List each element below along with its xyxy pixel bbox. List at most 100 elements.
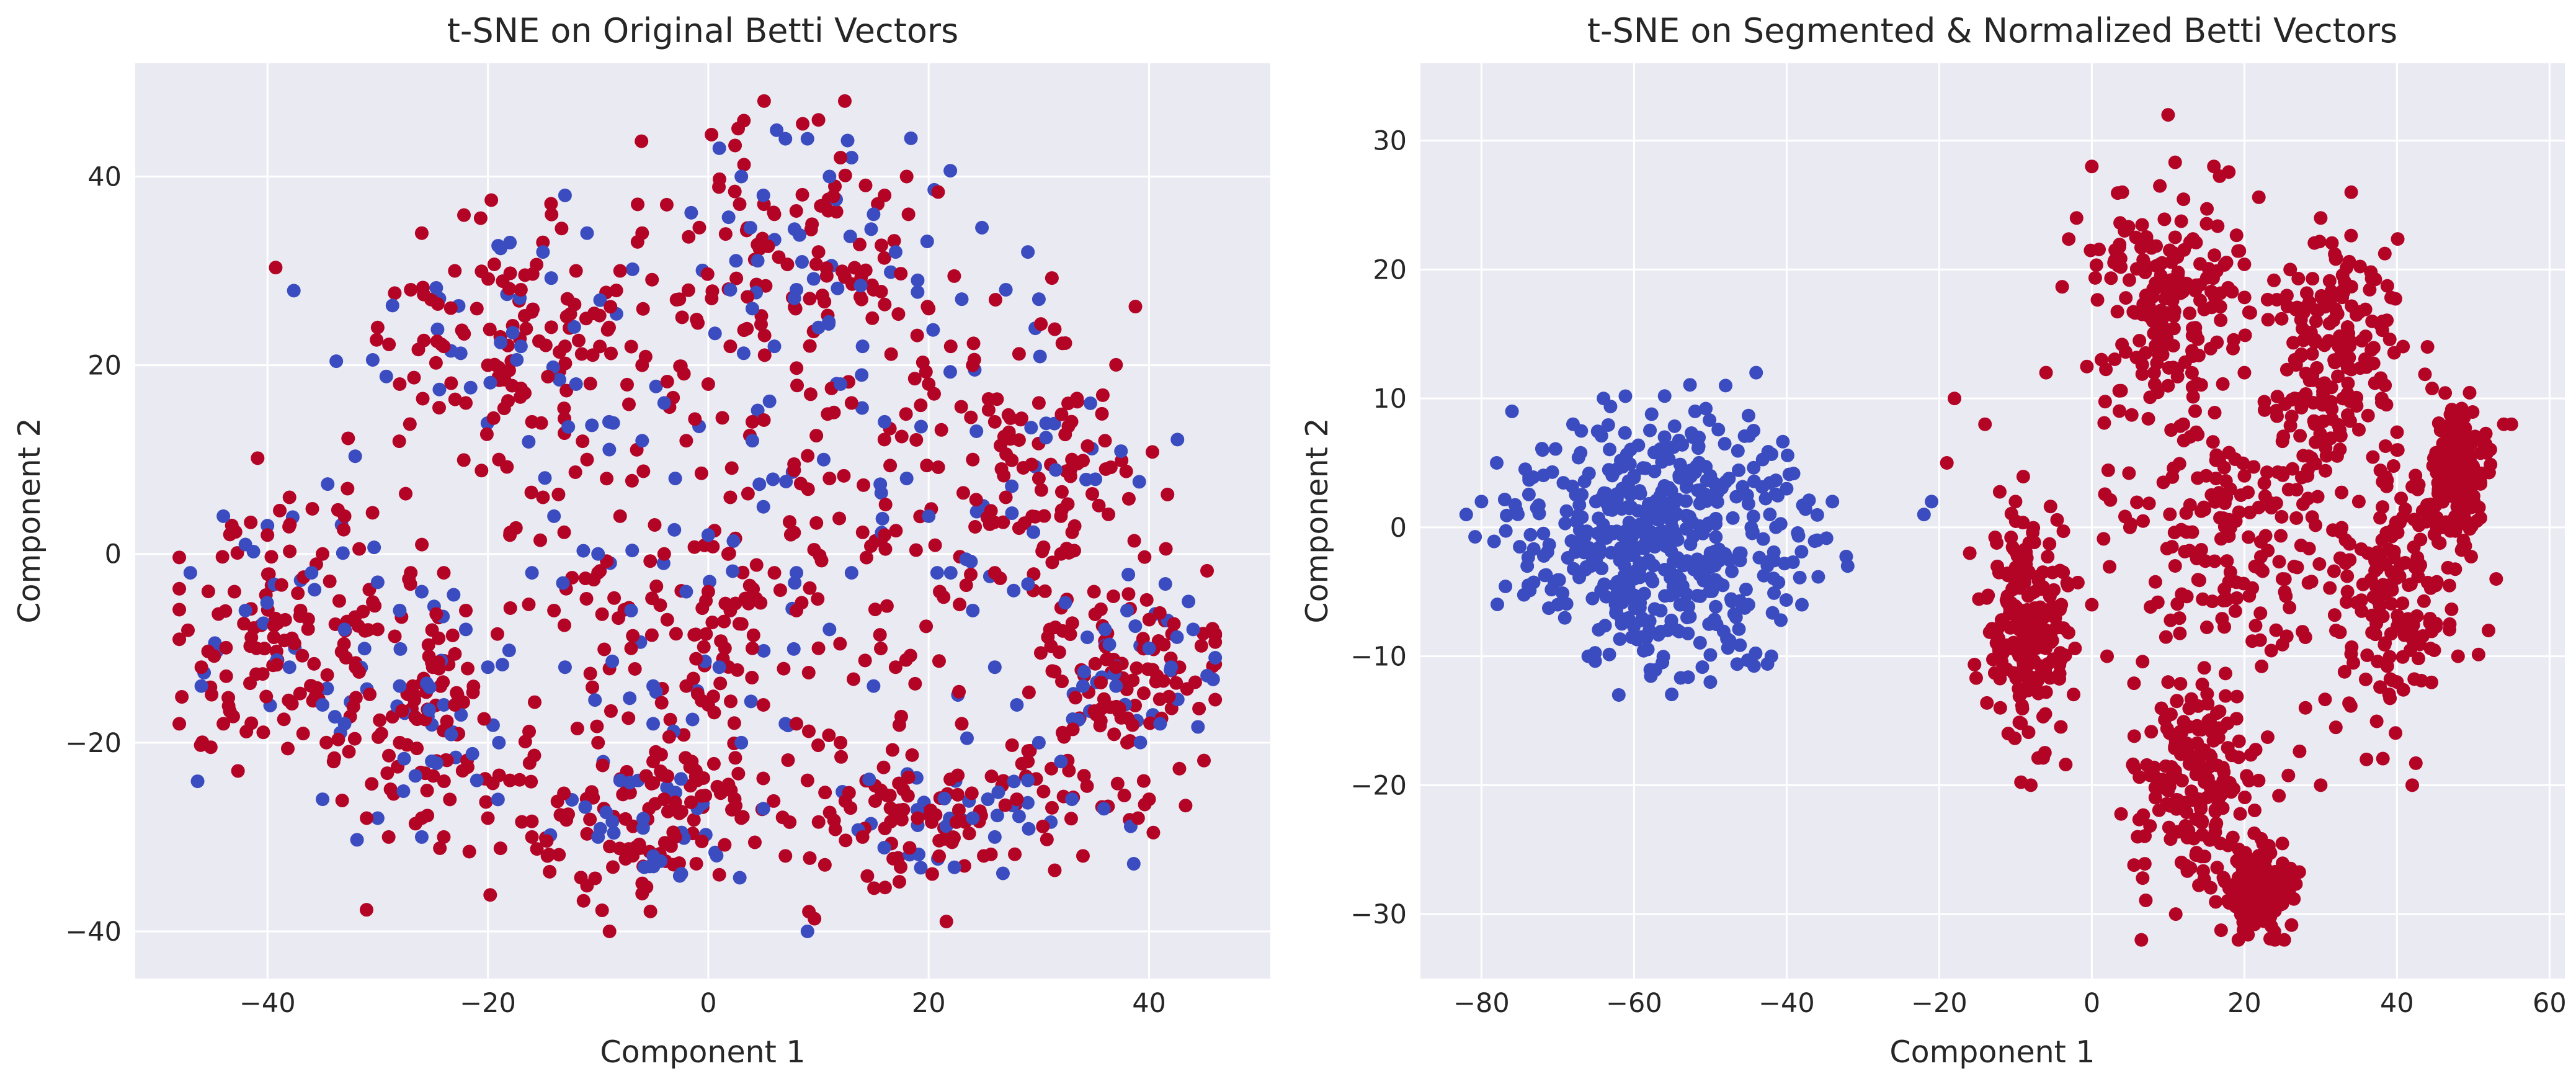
point-class-b (2182, 823, 2196, 838)
point-class-b (2306, 272, 2320, 286)
point-class-b (1978, 417, 1992, 431)
point-class-b (916, 356, 930, 370)
point-class-b (2276, 466, 2290, 480)
point-class-b (966, 336, 981, 351)
point-class-b (264, 550, 279, 564)
point-class-b (1110, 776, 1125, 791)
point-class-b (2275, 836, 2289, 851)
point-class-a (1780, 482, 1794, 496)
point-class-b (884, 347, 898, 361)
point-class-b (757, 413, 771, 428)
point-class-b (2199, 620, 2214, 634)
point-class-b (1992, 485, 2007, 499)
point-class-b (2217, 460, 2231, 475)
point-class-b (780, 258, 795, 272)
point-class-b (2122, 273, 2136, 287)
point-class-b (555, 222, 569, 236)
point-class-a (1786, 555, 1800, 569)
point-class-a (538, 471, 552, 485)
point-class-b (1025, 457, 1039, 472)
point-class-b (2237, 468, 2252, 483)
point-class-b (475, 464, 489, 478)
point-class-a (708, 845, 722, 859)
point-class-a (1005, 506, 1019, 521)
point-class-b (2252, 872, 2266, 887)
point-class-a (1572, 570, 1587, 585)
point-class-b (1109, 357, 1123, 372)
point-class-a (751, 254, 765, 268)
point-class-b (1162, 689, 1176, 704)
point-class-b (2229, 228, 2244, 243)
point-class-b (860, 869, 875, 883)
point-class-a (1675, 437, 1690, 452)
point-class-b (631, 197, 645, 212)
point-class-b (2152, 803, 2166, 817)
point-class-b (957, 859, 971, 873)
point-class-b (981, 403, 996, 417)
point-class-b (644, 628, 659, 642)
point-class-b (999, 490, 1013, 504)
point-class-b (2183, 498, 2197, 512)
x-tick-label: −40 (1758, 988, 1815, 1019)
point-class-b (503, 528, 517, 542)
point-class-b (2380, 659, 2394, 673)
point-class-b (767, 207, 782, 222)
point-class-a (1786, 467, 1801, 481)
point-class-b (844, 396, 858, 410)
point-class-b (561, 807, 575, 822)
point-class-a (1618, 426, 1632, 440)
point-class-a (183, 566, 197, 580)
point-class-b (2391, 609, 2405, 623)
point-class-a (726, 564, 740, 578)
point-class-a (1647, 446, 1661, 460)
point-class-b (2052, 621, 2066, 635)
point-class-b (828, 822, 842, 836)
point-class-b (1138, 550, 1152, 564)
point-class-b (2328, 247, 2342, 261)
point-class-b (2258, 529, 2273, 543)
point-class-b (2208, 804, 2222, 818)
point-class-b (800, 773, 814, 787)
point-class-b (544, 320, 558, 334)
point-class-a (702, 575, 716, 589)
point-class-b (783, 815, 797, 830)
x-tick-label: −40 (239, 988, 296, 1019)
point-class-b (2325, 236, 2339, 250)
point-class-b (1208, 692, 1223, 707)
point-class-b (2271, 868, 2285, 882)
point-class-a (660, 781, 674, 795)
point-class-b (732, 617, 746, 631)
point-class-a (1545, 465, 1559, 479)
point-class-b (712, 867, 726, 882)
point-class-a (1793, 570, 1807, 585)
point-class-b (2418, 367, 2432, 382)
point-class-a (855, 368, 869, 382)
point-class-b (877, 251, 891, 265)
point-class-b (2344, 185, 2358, 199)
point-class-b (557, 618, 571, 632)
point-class-a (1741, 408, 1755, 423)
point-class-b (2214, 313, 2228, 328)
point-class-b (741, 596, 755, 611)
point-class-b (544, 197, 558, 211)
point-class-b (734, 811, 749, 825)
point-class-b (2284, 918, 2299, 932)
point-class-b (2216, 377, 2230, 391)
point-class-a (778, 717, 793, 731)
point-class-b (1117, 788, 1131, 802)
point-class-a (1673, 571, 1687, 586)
point-class-a (1711, 423, 1726, 437)
point-class-a (1747, 424, 1761, 438)
point-class-b (2208, 819, 2222, 833)
point-class-b (231, 764, 245, 778)
point-class-a (1490, 456, 1504, 470)
point-class-b (2312, 557, 2327, 571)
point-class-b (404, 566, 418, 580)
point-class-b (2318, 692, 2332, 707)
point-class-b (2443, 467, 2458, 482)
point-class-b (525, 830, 539, 844)
point-class-b (842, 786, 856, 800)
point-class-a (1795, 598, 1809, 612)
point-class-b (2368, 627, 2382, 642)
